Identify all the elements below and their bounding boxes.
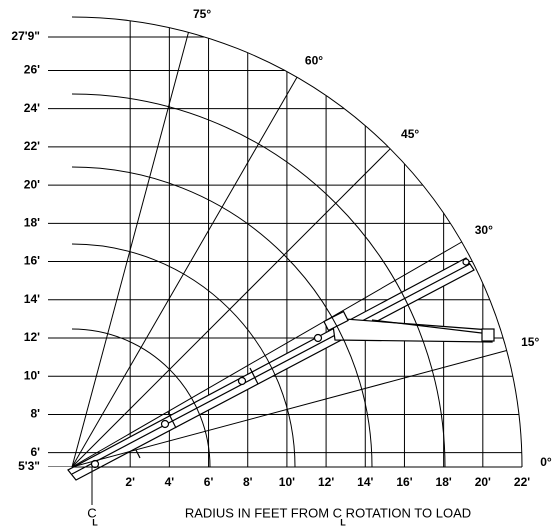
- centerline-bottom: L: [92, 517, 98, 527]
- angle-label: 30°: [475, 223, 493, 237]
- x-tick-label: 12': [318, 475, 334, 489]
- x-tick-label: 20': [475, 475, 491, 489]
- y-tick-label: 14': [24, 292, 40, 306]
- angle-label: 0°: [540, 455, 552, 469]
- y-tick-label: 12': [24, 330, 40, 344]
- x-tick-label: 10': [279, 475, 295, 489]
- y-tick-label: 8': [30, 407, 40, 421]
- y-tick-label: 24': [24, 101, 40, 115]
- x-tick-label: 14': [357, 475, 373, 489]
- angle-line: [71, 148, 391, 468]
- angle-line: [71, 77, 298, 468]
- x-tick-label: 16': [396, 475, 412, 489]
- y-tick-label: 27'9": [11, 29, 40, 43]
- y-tick-label: 6': [30, 445, 40, 459]
- x-tick-label: 4': [165, 475, 175, 489]
- x-tick-label: 6': [204, 475, 214, 489]
- angle-line: [71, 241, 462, 468]
- angle-label: 15°: [521, 335, 539, 349]
- angle-line: [71, 350, 507, 468]
- y-tick-label: 5'3": [18, 459, 40, 473]
- angle-label: 75°: [193, 7, 211, 21]
- y-tick-label: 26': [24, 63, 40, 77]
- x-tick-label: 2': [125, 475, 135, 489]
- x-tick-label: 22': [514, 475, 530, 489]
- centerline-bottom-2: L: [340, 517, 346, 527]
- centerline-top: C: [87, 505, 96, 520]
- y-tick-label: 10': [24, 368, 40, 382]
- y-tick-label: 18': [24, 216, 40, 230]
- angle-line: [71, 32, 189, 468]
- x-axis-label: RADIUS IN FEET FROM C ROTATION TO LOAD: [185, 505, 471, 520]
- y-tick-label: 20': [24, 177, 40, 191]
- y-tick-label: 16': [24, 254, 40, 268]
- boom: [67, 257, 495, 481]
- angle-label: 45°: [401, 127, 419, 141]
- angle-label: 60°: [305, 53, 323, 67]
- y-tick-label: 22': [24, 139, 40, 153]
- x-tick-label: 8': [243, 475, 253, 489]
- x-tick-label: 18': [436, 475, 452, 489]
